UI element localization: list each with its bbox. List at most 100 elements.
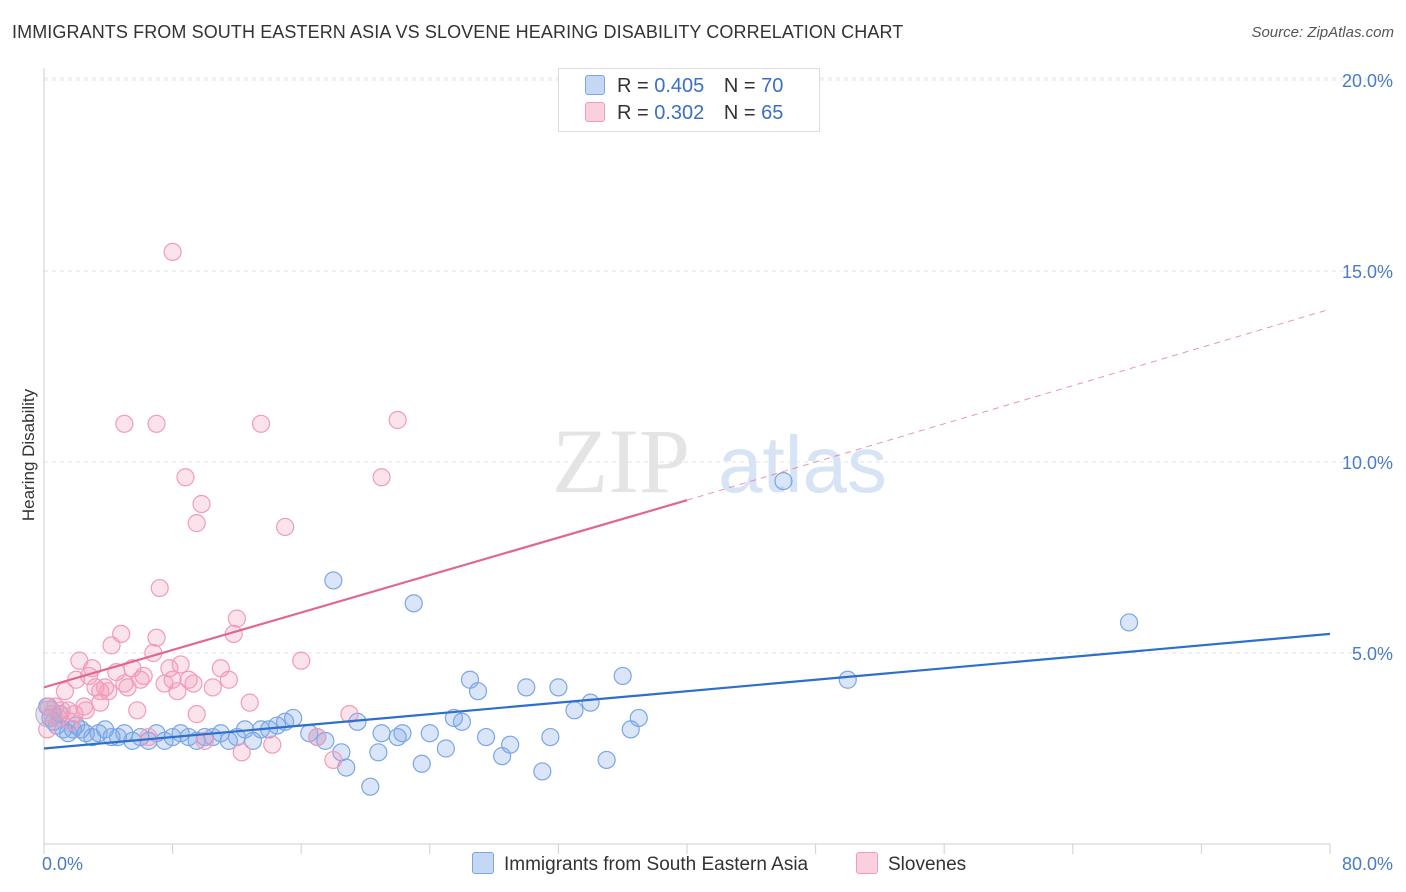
point-immigrants	[597, 750, 616, 770]
series-swatch-blue	[472, 852, 494, 874]
legend-n-value: 65	[761, 102, 784, 124]
x-tick-label-min: 0.0%	[42, 854, 83, 874]
point-immigrants	[517, 678, 536, 697]
legend-swatch-pink	[585, 102, 605, 122]
point-immigrants	[581, 693, 600, 712]
point-immigrants	[476, 727, 496, 747]
point-slovenes	[195, 731, 214, 750]
point-immigrants	[372, 724, 391, 743]
chart-source: Source: ZipAtlas.com	[1251, 24, 1394, 41]
series-legend-slovenes: Slovenes	[856, 852, 966, 876]
watermark-zip: ZIP	[552, 410, 690, 512]
point-slovenes	[38, 720, 57, 739]
point-slovenes	[232, 743, 251, 762]
points-layer	[35, 242, 1139, 796]
point-slovenes	[187, 705, 206, 724]
point-immigrants	[436, 739, 455, 758]
point-slovenes	[388, 410, 407, 430]
correlation-legend: R = 0.405 N = 70 R = 0.302 N = 65	[558, 68, 820, 132]
point-slovenes	[55, 682, 74, 701]
chart-title: IMMIGRANTS FROM SOUTH EASTERN ASIA VS SL…	[12, 22, 904, 42]
series-name: Immigrants from South Eastern Asia	[504, 854, 809, 875]
legend-r-value: 0.405	[654, 75, 705, 97]
x-tick-label-max: 80.0%	[1342, 854, 1393, 874]
point-slovenes	[227, 609, 246, 628]
legend-r-value: 0.302	[654, 102, 705, 124]
point-immigrants	[393, 724, 412, 743]
point-slovenes	[219, 670, 238, 689]
point-immigrants	[838, 670, 857, 689]
point-slovenes	[171, 655, 190, 674]
point-immigrants	[452, 712, 472, 731]
point-slovenes	[263, 735, 282, 754]
point-immigrants	[468, 682, 488, 701]
point-slovenes	[203, 678, 222, 697]
y-tick-label: 20.0%	[1342, 71, 1393, 91]
y-tick-label: 10.0%	[1342, 453, 1393, 473]
legend-n-value: 70	[761, 75, 784, 97]
trend-slovenes	[43, 499, 688, 689]
point-slovenes	[160, 659, 179, 678]
point-slovenes	[139, 727, 158, 747]
legend-n-label: N =	[723, 75, 756, 97]
point-slovenes	[240, 693, 259, 712]
point-slovenes	[76, 701, 95, 720]
point-slovenes	[168, 682, 187, 701]
point-immigrants	[533, 762, 552, 781]
watermark: ZIP atlas	[552, 410, 887, 512]
legend-swatch-blue	[585, 75, 605, 95]
point-slovenes	[184, 674, 203, 693]
series-swatch-pink	[856, 852, 878, 874]
point-slovenes	[134, 666, 153, 686]
y-tick-label: 15.0%	[1342, 262, 1393, 282]
point-immigrants	[613, 666, 632, 686]
series-legend-immigrants: Immigrants from South Eastern Asia	[472, 852, 808, 876]
point-slovenes	[192, 494, 211, 514]
series-name: Slovenes	[888, 854, 967, 875]
point-immigrants	[1119, 613, 1139, 632]
grid	[44, 77, 1392, 654]
series-legend: Immigrants from South Eastern Asia Slove…	[0, 852, 1406, 878]
trend-slovenes-extension	[686, 308, 1331, 501]
point-slovenes	[163, 242, 182, 261]
point-slovenes	[128, 701, 147, 720]
point-slovenes	[324, 750, 343, 770]
point-immigrants	[361, 777, 380, 796]
point-slovenes	[176, 468, 195, 487]
point-slovenes	[163, 670, 182, 689]
point-immigrants	[501, 735, 520, 754]
point-immigrants	[284, 708, 303, 728]
point-slovenes	[65, 705, 84, 724]
point-cluster	[35, 700, 63, 728]
point-slovenes	[276, 517, 295, 537]
point-slovenes	[372, 468, 391, 487]
point-immigrants	[549, 678, 568, 697]
point-immigrants	[420, 724, 439, 743]
point-slovenes	[308, 727, 327, 747]
trend-lines	[43, 308, 1331, 750]
legend-row-immigrants: R = 0.405 N = 70	[585, 75, 783, 99]
tick-labels: 5.0% 10.0% 15.0% 20.0% 0.0% 80.0%	[42, 71, 1393, 874]
legend-r-label: R =	[617, 75, 649, 97]
legend-n-label: N =	[723, 102, 756, 124]
point-slovenes	[292, 651, 311, 670]
point-slovenes	[147, 628, 166, 647]
point-immigrants	[404, 594, 423, 613]
point-immigrants	[774, 472, 793, 491]
watermark-atlas: atlas	[718, 420, 887, 509]
point-slovenes	[112, 624, 131, 644]
y-tick-label: 5.0%	[1352, 644, 1393, 664]
point-immigrants	[412, 754, 431, 773]
point-immigrants	[324, 571, 343, 590]
point-immigrants	[629, 708, 648, 728]
point-slovenes	[251, 414, 271, 433]
point-slovenes	[187, 514, 206, 533]
y-axis-title: Hearing Disability	[19, 388, 38, 521]
trend-immigrants	[43, 632, 1331, 750]
point-slovenes	[115, 414, 134, 433]
point-immigrants	[541, 727, 560, 747]
legend-row-slovenes: R = 0.302 N = 65	[585, 102, 783, 126]
point-slovenes	[91, 693, 110, 712]
point-slovenes	[150, 578, 169, 598]
